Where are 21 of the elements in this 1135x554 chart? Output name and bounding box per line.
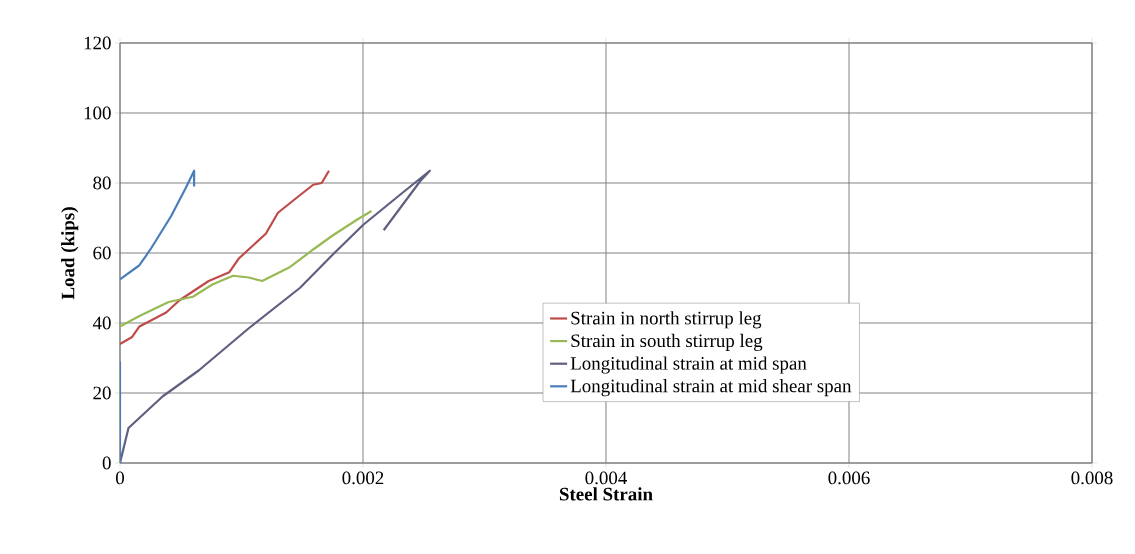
x-axis-title: Steel Strain (559, 487, 653, 501)
y-tick-label: 100 (84, 106, 111, 120)
x-tick-label: 0.006 (828, 471, 870, 485)
line-series (120, 209, 373, 328)
x-tick-label: 0.004 (585, 471, 627, 485)
line-series (120, 169, 331, 346)
y-tick-label: 40 (92, 316, 111, 330)
x-tick-label: 0.008 (1071, 471, 1113, 485)
y-tick-label: 80 (93, 176, 111, 190)
legend-label: Strain in south stirrup leg (571, 333, 763, 351)
legend-label: Longitudinal strain at mid span (570, 356, 807, 374)
y-tick-label: 60 (93, 246, 111, 260)
x-tick-label: 0 (115, 471, 124, 485)
line-series (120, 169, 431, 463)
legend-label: Strain in north stirrup leg (571, 311, 762, 329)
y-tick-label: 120 (84, 36, 111, 50)
y-tick-label: 20 (93, 386, 111, 400)
x-tick-label: 0.002 (342, 471, 384, 485)
legend-label: Longitudinal strain at mid shear span (570, 379, 852, 397)
y-tick-label: 0 (102, 456, 111, 470)
y-axis-title: Load (kips) (61, 207, 79, 300)
